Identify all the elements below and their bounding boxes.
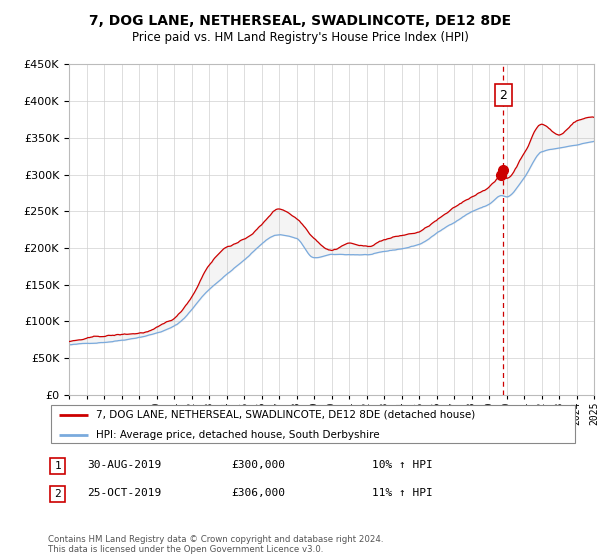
- Text: 2: 2: [499, 88, 507, 102]
- FancyBboxPatch shape: [50, 486, 65, 502]
- Text: 25-OCT-2019: 25-OCT-2019: [87, 488, 161, 498]
- Text: 1: 1: [54, 461, 61, 471]
- Text: 10% ↑ HPI: 10% ↑ HPI: [372, 460, 433, 470]
- Text: £306,000: £306,000: [231, 488, 285, 498]
- FancyBboxPatch shape: [50, 405, 575, 443]
- Text: HPI: Average price, detached house, South Derbyshire: HPI: Average price, detached house, Sout…: [96, 430, 379, 440]
- Text: £300,000: £300,000: [231, 460, 285, 470]
- Text: 7, DOG LANE, NETHERSEAL, SWADLINCOTE, DE12 8DE (detached house): 7, DOG LANE, NETHERSEAL, SWADLINCOTE, DE…: [96, 410, 475, 420]
- Text: 7, DOG LANE, NETHERSEAL, SWADLINCOTE, DE12 8DE: 7, DOG LANE, NETHERSEAL, SWADLINCOTE, DE…: [89, 14, 511, 28]
- Text: Contains HM Land Registry data © Crown copyright and database right 2024.
This d: Contains HM Land Registry data © Crown c…: [48, 535, 383, 554]
- Text: 2: 2: [54, 489, 61, 499]
- FancyBboxPatch shape: [50, 458, 65, 474]
- Text: 11% ↑ HPI: 11% ↑ HPI: [372, 488, 433, 498]
- Text: 30-AUG-2019: 30-AUG-2019: [87, 460, 161, 470]
- Text: Price paid vs. HM Land Registry's House Price Index (HPI): Price paid vs. HM Land Registry's House …: [131, 31, 469, 44]
